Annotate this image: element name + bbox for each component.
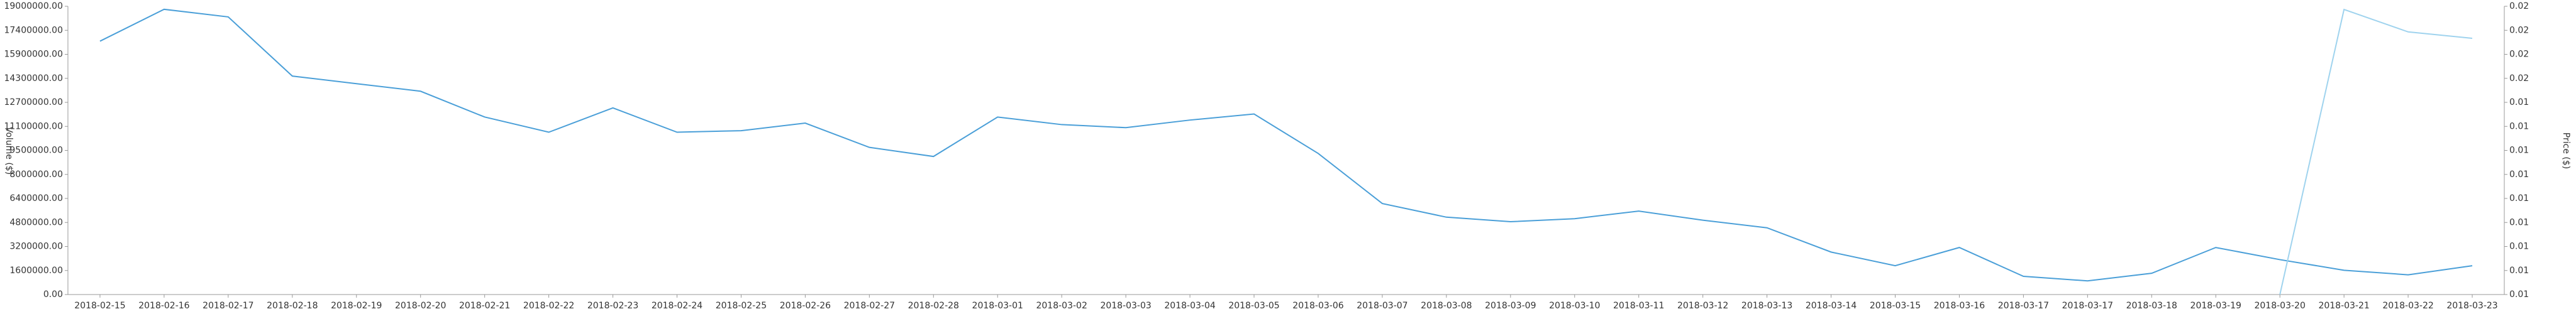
y-tick-label: 15900000.00 — [4, 50, 63, 60]
x-tick-label: 2018-03-21 — [2318, 301, 2369, 311]
x-tick-label: 2018-02-28 — [908, 301, 959, 311]
y2-tick-label: 0.01 — [2509, 146, 2529, 156]
y2-tick-label: 0.01 — [2509, 170, 2529, 180]
x-tick-label: 2018-03-10 — [1549, 301, 1600, 311]
x-tick-label: 2018-02-24 — [652, 301, 702, 311]
x-tick-label: 2018-02-23 — [587, 301, 638, 311]
x-tick-label: 2018-03-16 — [1934, 301, 1985, 311]
x-tick-label: 2018-02-16 — [138, 301, 189, 311]
y2-tick-label: 0.01 — [2509, 97, 2529, 107]
x-tick-label: 2018-03-02 — [1036, 301, 1087, 311]
x-tick-label: 2018-03-17 — [1998, 301, 2049, 311]
x-tick-label: 2018-02-15 — [74, 301, 125, 311]
x-tick-label: 2018-03-08 — [1421, 301, 1472, 311]
y2-tick-label: 0.02 — [2509, 1, 2529, 11]
y2-tick-label: 0.02 — [2509, 50, 2529, 60]
y-tick-label: 1600000.00 — [9, 266, 63, 276]
x-tick-label: 2018-03-04 — [1164, 301, 1215, 311]
x-tick-label: 2018-02-21 — [459, 301, 510, 311]
y2-tick-label: 0.01 — [2509, 121, 2529, 131]
y-tick-label: 14300000.00 — [4, 73, 63, 84]
x-tick-label: 2018-03-09 — [1485, 301, 1536, 311]
y-tick-label: 3200000.00 — [9, 242, 63, 252]
x-tick-label: 2018-03-18 — [2126, 301, 2177, 311]
line-series — [99, 8, 2473, 282]
x-tick-label: 2018-03-20 — [2254, 301, 2305, 311]
y-tick-label: 6400000.00 — [9, 193, 63, 203]
x-tick-label: 2018-03-05 — [1228, 301, 1279, 311]
y-axis-label: Volume ($) — [4, 127, 14, 175]
y-tick-label: 8000000.00 — [9, 170, 63, 180]
x-tick-label: 2018-03-01 — [972, 301, 1023, 311]
y-tick-label: 17400000.00 — [4, 25, 63, 35]
x-tick-label: 2018-03-23 — [2446, 301, 2497, 311]
x-tick-label: 2018-02-17 — [203, 301, 253, 311]
y-tick-label: 9500000.00 — [9, 146, 63, 156]
y2-tick-label: 0.01 — [2509, 266, 2529, 276]
y2-tick-label: 0.01 — [2509, 217, 2529, 227]
y-tick-label: 11100000.00 — [4, 121, 63, 131]
y-tick-label: 19000000.00 — [4, 1, 63, 11]
x-tick-label: 2018-02-20 — [395, 301, 446, 311]
x-tick-label: 2018-03-06 — [1292, 301, 1343, 311]
x-tick-label: 2018-02-19 — [331, 301, 382, 311]
y2-tick-label: 0.01 — [2509, 193, 2529, 203]
x-tick-label: 2018-03-11 — [1613, 301, 1664, 311]
x-tick-label: 2018-02-26 — [780, 301, 831, 311]
x-tick-label: 2018-02-22 — [523, 301, 574, 311]
y2-tick-label: 0.02 — [2509, 25, 2529, 35]
y2-tick-label: 0.02 — [2509, 73, 2529, 84]
x-tick-label: 2018-03-14 — [1806, 301, 1857, 311]
y2-tick-label: 0.01 — [2509, 242, 2529, 252]
x-tick-label: 2018-02-25 — [716, 301, 767, 311]
y2-axis-label: Price ($) — [2561, 133, 2571, 169]
x-tick-label: 2018-03-07 — [1357, 301, 1407, 311]
x-tick-label: 2018-03-03 — [1100, 301, 1151, 311]
y2-tick-label: 0.01 — [2509, 290, 2529, 300]
x-tick-label: 2018-03-22 — [2382, 301, 2433, 311]
x-tick-label: 2018-03-17 — [2062, 301, 2113, 311]
x-tick-label: 2018-02-18 — [267, 301, 318, 311]
y-tick-label: 12700000.00 — [4, 97, 63, 107]
line-series — [2279, 8, 2473, 295]
x-tick-label: 2018-03-12 — [1677, 301, 1728, 311]
x-tick-label: 2018-02-27 — [844, 301, 895, 311]
y-tick-label: 4800000.00 — [9, 217, 63, 227]
y-tick-label: 0.00 — [43, 290, 63, 300]
x-tick-label: 2018-03-19 — [2190, 301, 2241, 311]
x-tick-label: 2018-03-13 — [1741, 301, 1792, 311]
x-tick-label: 2018-03-15 — [1870, 301, 1921, 311]
